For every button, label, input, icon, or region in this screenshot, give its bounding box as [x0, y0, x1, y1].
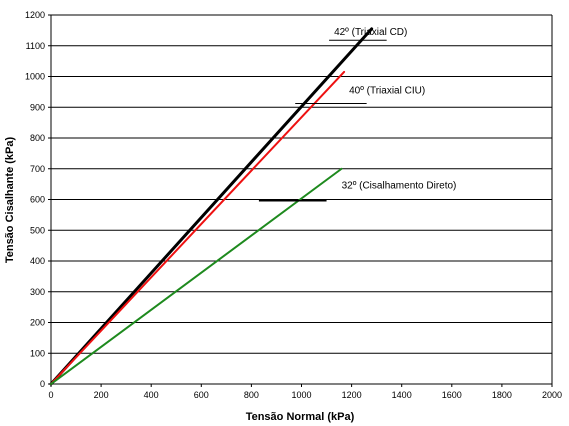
series-lines — [49, 27, 374, 386]
y-tick-labels: 0 100 200 300 400 500 600 700 800 900 1000 1100 1200 — [25, 10, 45, 389]
annotation-label-3: 32º (Cisalhamento Direto) — [342, 181, 457, 192]
y-tick-label: 400 — [30, 256, 45, 266]
annotation-label-2: 40º (Triaxial CIU) — [349, 85, 425, 96]
y-tick-label: 900 — [30, 102, 45, 112]
x-tick-labels: 0 200 400 600 800 1000 1200 1400 1600 1800 2000 — [48, 390, 562, 400]
y-tick-label: 0 — [40, 379, 45, 389]
x-tick-label: 1200 — [342, 390, 362, 400]
x-axis-title: Tensão Normal (kPa) — [246, 411, 355, 423]
x-tick-label: 1000 — [291, 390, 311, 400]
annotation-label-1: 42º (Triaxial CD) — [334, 27, 407, 38]
x-tick-label: 1400 — [392, 390, 412, 400]
series-line-2 — [50, 70, 346, 385]
y-tick-label: 800 — [30, 133, 45, 143]
x-tick-label: 800 — [244, 390, 259, 400]
y-tick-label: 600 — [30, 195, 45, 205]
y-tick-label: 100 — [30, 348, 45, 358]
x-tick-label: 1800 — [492, 390, 512, 400]
y-tick-label: 300 — [30, 287, 45, 297]
series-line-3 — [50, 167, 343, 385]
x-tick-label: 400 — [144, 390, 159, 400]
y-tick-label: 500 — [30, 225, 45, 235]
series-line-1 — [49, 27, 374, 386]
series-annotations: 42º (Triaxial CD) 40º (Triaxial CIU) 32º (… — [258, 27, 457, 202]
y-tick-label: 1200 — [25, 10, 45, 20]
y-tick-label: 1000 — [25, 72, 45, 82]
y-tick-label: 200 — [30, 318, 45, 328]
y-tick-label: 700 — [30, 164, 45, 174]
x-tick-label: 200 — [94, 390, 109, 400]
y-tick-label: 1100 — [26, 41, 45, 51]
x-tick-label: 600 — [194, 390, 209, 400]
x-tick-label: 1600 — [442, 390, 462, 400]
x-tick-label: 2000 — [542, 390, 562, 400]
x-tick-label: 0 — [48, 390, 53, 400]
y-axis-title: Tensão Cisalhante (kPa) — [4, 137, 16, 264]
